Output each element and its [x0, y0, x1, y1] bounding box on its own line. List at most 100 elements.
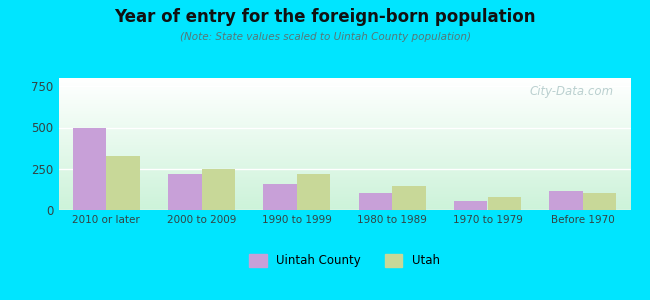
Bar: [58, 194, 630, 195]
Bar: [58, 178, 630, 179]
Bar: [58, 109, 630, 110]
Bar: [58, 123, 630, 124]
Bar: [58, 120, 630, 121]
Bar: [58, 148, 630, 149]
Bar: [58, 196, 630, 197]
Bar: [58, 117, 630, 118]
Bar: [58, 121, 630, 122]
Bar: [58, 88, 630, 89]
Bar: [58, 162, 630, 163]
Bar: [58, 82, 630, 83]
Bar: [58, 183, 630, 184]
Bar: [58, 95, 630, 96]
Bar: [58, 96, 630, 97]
Bar: [392, 186, 426, 210]
Bar: [58, 154, 630, 155]
Bar: [58, 103, 630, 104]
Bar: [58, 177, 630, 178]
Bar: [58, 128, 630, 129]
Bar: [58, 105, 630, 106]
Bar: [58, 83, 630, 84]
Bar: [58, 87, 630, 88]
Bar: [58, 191, 630, 192]
Bar: [488, 197, 521, 210]
Bar: [58, 133, 630, 134]
Bar: [58, 204, 630, 205]
Bar: [202, 169, 235, 210]
Bar: [58, 118, 630, 119]
Bar: [58, 104, 630, 105]
Bar: [58, 180, 630, 181]
Bar: [58, 157, 630, 158]
Bar: [58, 188, 630, 189]
Bar: [58, 190, 630, 191]
Bar: [58, 161, 630, 162]
Bar: [58, 156, 630, 157]
Bar: [58, 168, 630, 169]
Bar: [58, 144, 630, 145]
Bar: [58, 86, 630, 87]
Bar: [58, 119, 630, 120]
Bar: [58, 85, 630, 86]
Bar: [58, 195, 630, 196]
Bar: [58, 107, 630, 108]
Bar: [58, 135, 630, 136]
Bar: [58, 198, 630, 199]
Bar: [58, 115, 630, 116]
Bar: [58, 197, 630, 198]
Bar: [58, 158, 630, 159]
Bar: [58, 80, 630, 81]
Bar: [58, 97, 630, 98]
Text: Year of entry for the foreign-born population: Year of entry for the foreign-born popul…: [114, 8, 536, 26]
Bar: [58, 167, 630, 168]
Bar: [58, 203, 630, 204]
Bar: [58, 176, 630, 177]
Bar: [58, 112, 630, 113]
Bar: [58, 151, 630, 152]
Bar: [58, 110, 630, 111]
Bar: [58, 175, 630, 176]
Bar: [58, 160, 630, 161]
Bar: [58, 150, 630, 151]
Bar: [58, 146, 630, 147]
Bar: [58, 201, 630, 202]
Bar: [58, 192, 630, 193]
Bar: [297, 174, 330, 210]
Bar: [58, 102, 630, 103]
Bar: [58, 126, 630, 127]
Bar: [58, 189, 630, 190]
Bar: [58, 100, 630, 101]
Bar: [58, 106, 630, 107]
Bar: [58, 79, 630, 80]
Bar: [58, 152, 630, 153]
Bar: [58, 142, 630, 143]
Bar: [58, 91, 630, 92]
Bar: [58, 205, 630, 206]
Bar: [58, 94, 630, 95]
Bar: [58, 84, 630, 85]
Bar: [58, 207, 630, 208]
Bar: [58, 184, 630, 185]
Bar: [58, 114, 630, 115]
Bar: [58, 93, 630, 94]
Bar: [58, 129, 630, 130]
Bar: [58, 202, 630, 203]
Bar: [58, 98, 630, 99]
Bar: [58, 181, 630, 182]
Bar: [454, 201, 488, 210]
Bar: [58, 143, 630, 144]
Bar: [58, 113, 630, 114]
Bar: [58, 78, 630, 79]
Bar: [58, 169, 630, 170]
Bar: [58, 171, 630, 172]
Bar: [58, 111, 630, 112]
Bar: [168, 174, 202, 210]
Bar: [58, 164, 630, 165]
Bar: [58, 147, 630, 148]
Bar: [58, 130, 630, 131]
Bar: [58, 92, 630, 93]
Bar: [58, 132, 630, 133]
Bar: [58, 174, 630, 175]
Legend: Uintah County, Utah: Uintah County, Utah: [249, 254, 440, 268]
Bar: [58, 139, 630, 140]
